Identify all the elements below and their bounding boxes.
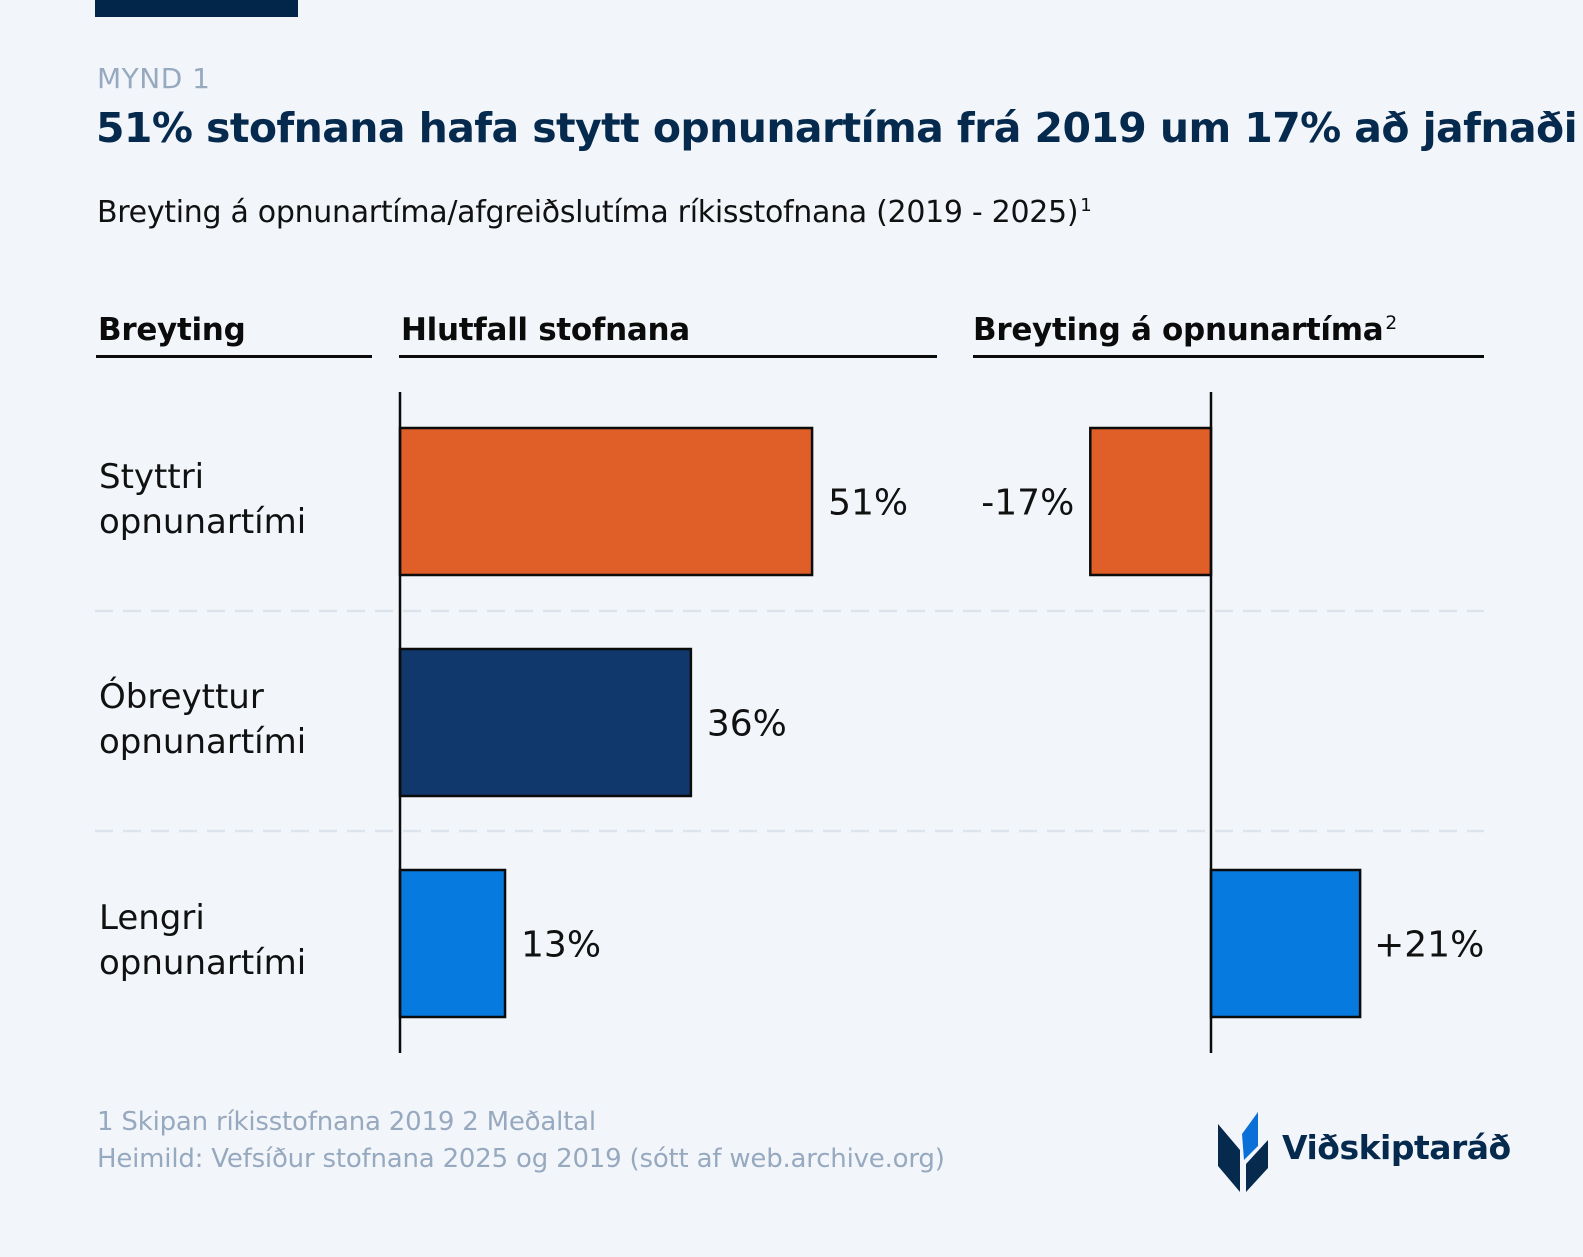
share-value-label: 13% — [521, 925, 601, 966]
share-value-label: 36% — [707, 704, 787, 745]
figure-number: MYND 1 — [97, 62, 211, 95]
row-label-longer: Lengri opnunartími — [99, 896, 306, 986]
brand-logo: Viðskiptaráð — [1216, 1100, 1511, 1194]
row-label-line1: Styttri — [99, 457, 205, 497]
hours-change-bar — [1209, 868, 1362, 1019]
row-label-line2: opnunartími — [99, 502, 307, 542]
hours-change-bar — [1089, 426, 1213, 577]
row-label-unchanged: Óbreyttur opnunartími — [99, 675, 306, 765]
hours-change-value-label: -17% — [981, 483, 1074, 524]
footnotes: 1 Skipan ríkisstofnana 2019 2 Meðaltal — [97, 1107, 596, 1137]
column-header-hours-text: Breyting á opnunartíma — [973, 312, 1384, 348]
column-header-hours: Breyting á opnunartíma 2 — [973, 312, 1397, 348]
source-note: Heimild: Vefsíður stofnana 2025 og 2019 … — [97, 1144, 945, 1174]
row-label-line1: Lengri — [99, 898, 205, 938]
row-label-line2: opnunartími — [99, 943, 307, 983]
row-label-line1: Óbreyttur — [99, 677, 264, 717]
column-header-footnote-marker: 2 — [1385, 312, 1397, 334]
hours-change-value-label: +21% — [1374, 925, 1484, 966]
column-header-share: Hlutfall stofnana — [401, 312, 690, 348]
share-bar — [398, 868, 507, 1019]
chart-title: 51% stofnana hafa stytt opnunartíma frá … — [96, 104, 1578, 152]
share-bar — [398, 426, 814, 577]
subtitle-text: Breyting á opnunartíma/afgreiðslutíma rí… — [97, 195, 1079, 230]
column-rule-share — [399, 355, 937, 358]
chart-subtitle: Breyting á opnunartíma/afgreiðslutíma rí… — [97, 195, 1092, 230]
subtitle-footnote-marker: 1 — [1080, 195, 1092, 217]
wheat-sprout-logo-icon — [1218, 1112, 1268, 1192]
logo-text: Viðskiptaráð — [1282, 1127, 1511, 1167]
column-rule-hours — [973, 355, 1484, 358]
row-label-line2: opnunartími — [99, 722, 307, 762]
top-accent-bar — [95, 0, 298, 17]
share-value-label: 51% — [828, 483, 908, 524]
column-header-change: Breyting — [98, 312, 246, 348]
column-rule-change — [96, 355, 372, 358]
share-bar — [398, 647, 693, 798]
row-label-shorter: Styttri opnunartími — [99, 455, 306, 545]
